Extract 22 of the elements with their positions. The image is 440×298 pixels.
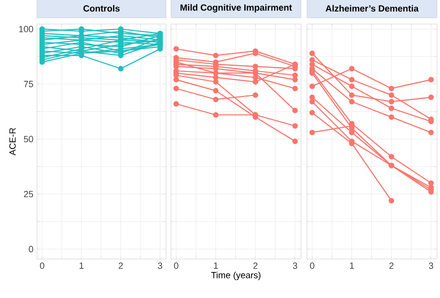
x-axis-title: Time (years): [211, 272, 260, 280]
x-tick-label: 3: [292, 262, 298, 269]
x-tick-label: 1: [214, 262, 218, 269]
x-tick-label: 0: [174, 262, 178, 269]
y-tick-label: 75: [24, 80, 34, 88]
x-tick-label: 0: [310, 262, 314, 269]
x-tick-label: 0: [40, 262, 44, 269]
chart-title: Alzheimer’s Dementia: [326, 5, 419, 12]
x-tick-label: 1: [350, 262, 354, 269]
y-tick-label: 50: [24, 136, 34, 142]
y-tick-label: 0: [28, 246, 34, 252]
x-tick-label: 2: [118, 262, 123, 269]
y-axis-title: ACE-R: [9, 128, 16, 156]
chart-title: Controls: [83, 5, 120, 12]
x-tick-label: 3: [158, 262, 162, 269]
x-tick-label: 3: [428, 262, 434, 269]
y-tick-label: 100: [19, 26, 34, 32]
x-tick-label: 1: [80, 262, 84, 269]
chart-title: Mild Cognitive Impairment: [180, 4, 292, 13]
x-tick-label: 2: [253, 262, 258, 269]
y-tick-label: 25: [24, 190, 34, 198]
x-tick-label: 2: [389, 262, 394, 269]
